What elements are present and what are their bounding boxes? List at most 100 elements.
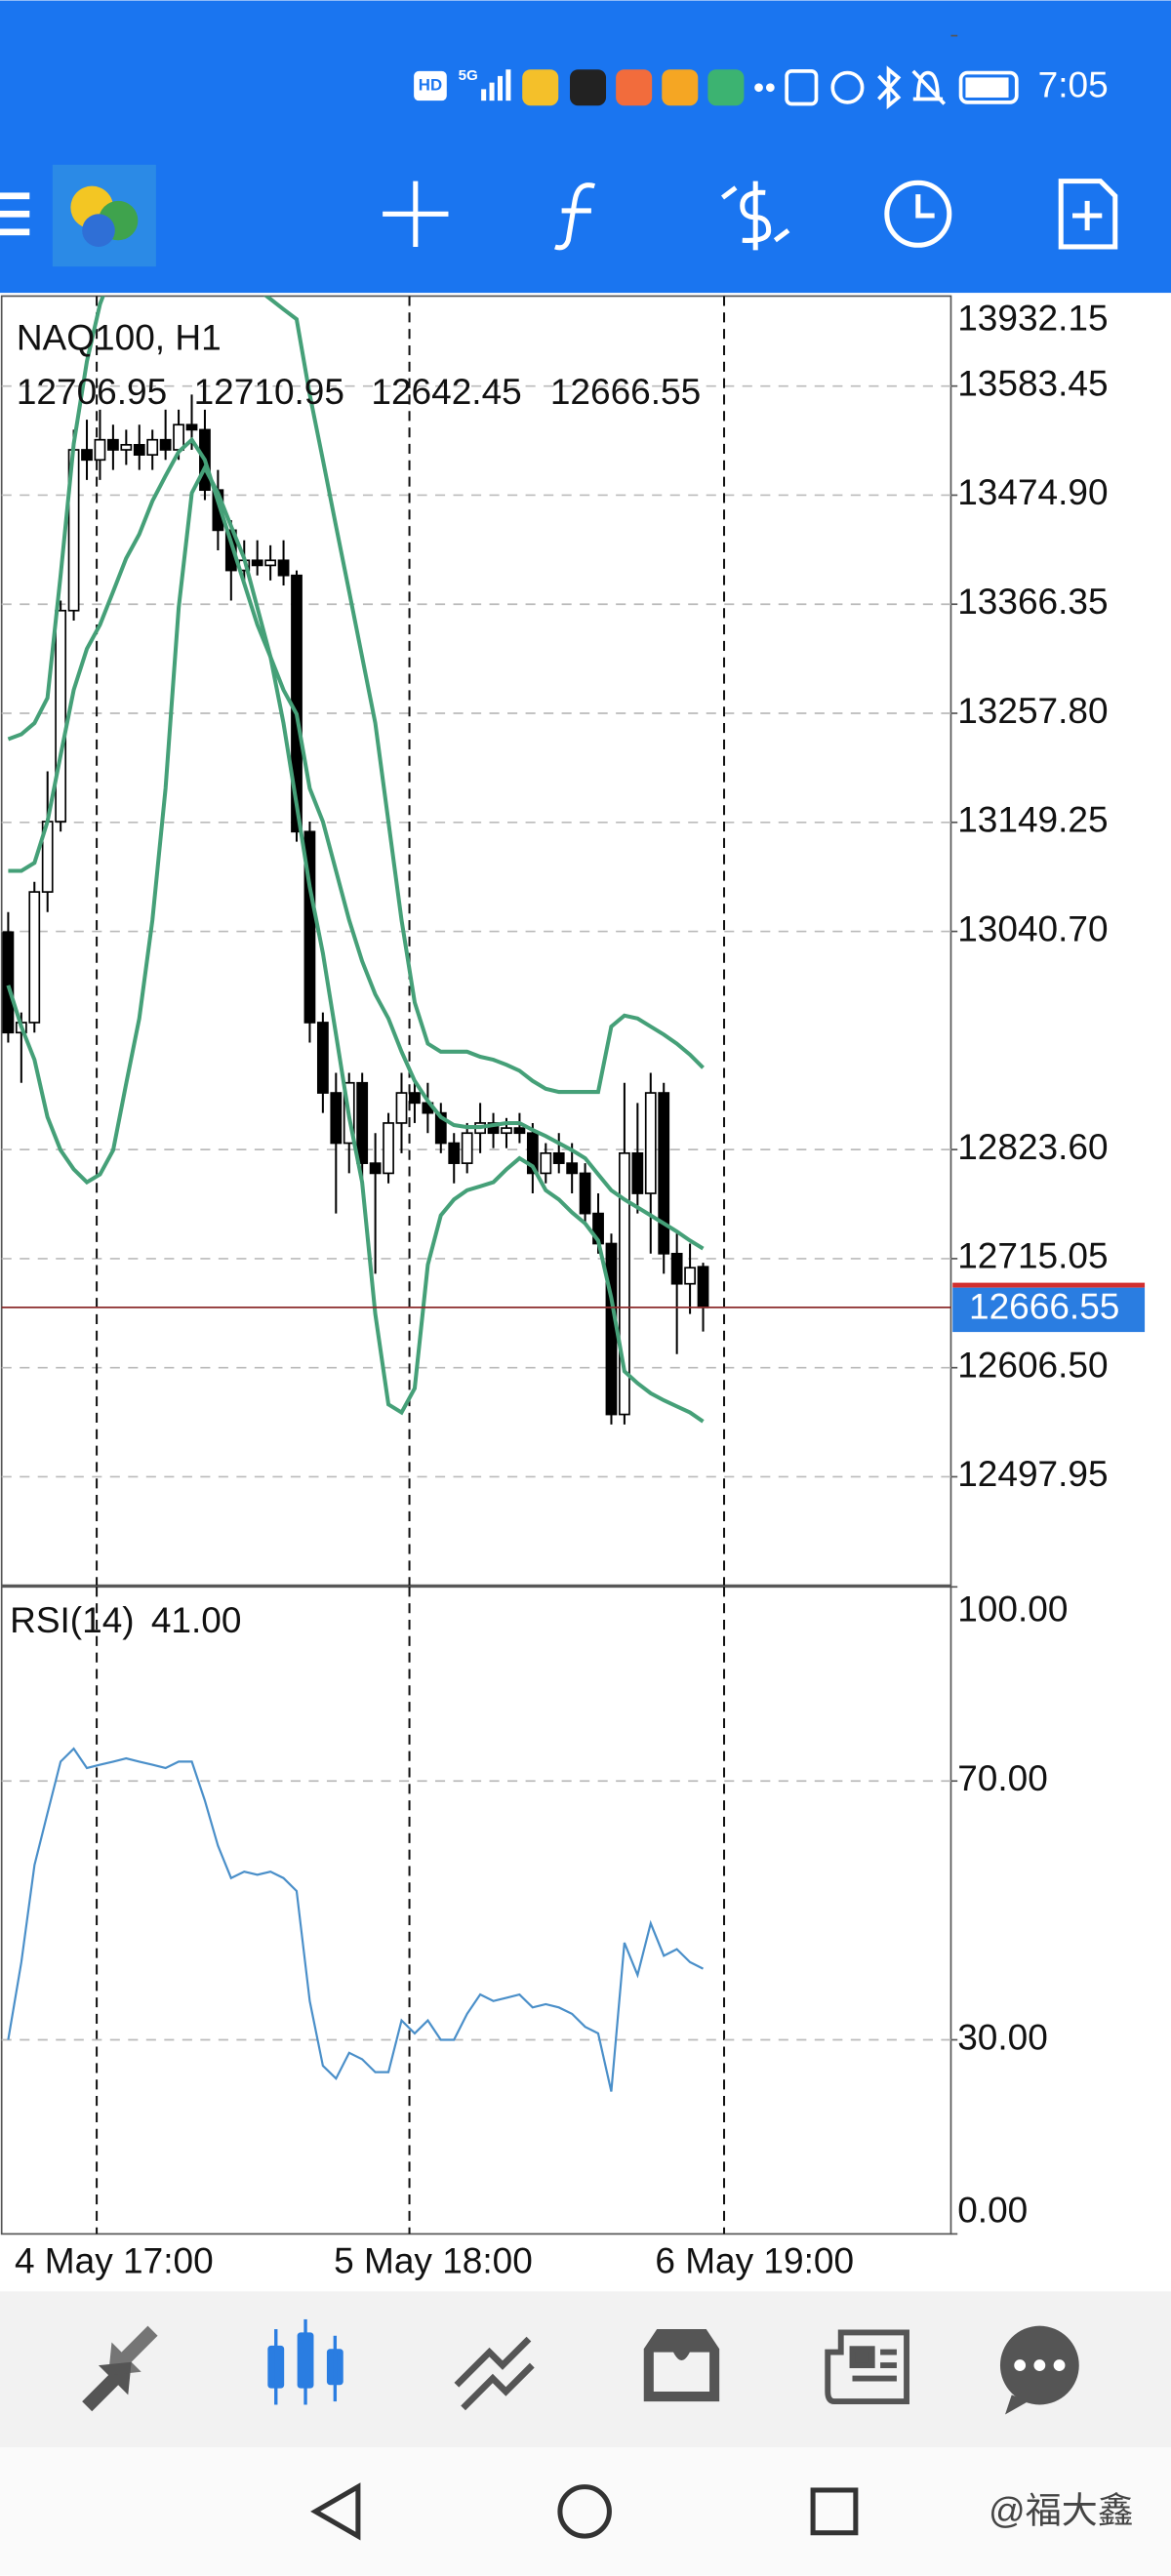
candle-body bbox=[2, 931, 15, 1034]
candle-body bbox=[658, 1092, 670, 1255]
price-chart bbox=[1, 296, 951, 1586]
candle-body bbox=[552, 1151, 565, 1164]
y-tick-label: 100.00 bbox=[957, 1588, 1068, 1629]
candle-body bbox=[356, 1081, 369, 1164]
band-middle bbox=[8, 436, 705, 1251]
candle-body bbox=[526, 1132, 539, 1175]
nav-quotes[interactable] bbox=[82, 2325, 158, 2412]
candle-body bbox=[81, 449, 93, 462]
nav-trade[interactable] bbox=[454, 2336, 535, 2411]
band-upper bbox=[7, 296, 705, 1095]
x-tick-label: 6 May 19:00 bbox=[655, 2240, 854, 2281]
candle-body bbox=[264, 559, 277, 567]
candle-body bbox=[303, 830, 316, 1024]
y-tick-label: 13583.45 bbox=[957, 362, 1108, 403]
nav-chart[interactable] bbox=[267, 2318, 343, 2405]
candle-body bbox=[448, 1142, 461, 1164]
rsi-current: 41.00 bbox=[151, 1599, 242, 1640]
y-tick-label: 70.00 bbox=[957, 1757, 1048, 1798]
candle-body bbox=[434, 1111, 447, 1145]
toolbar bbox=[0, 164, 1118, 267]
nav-history[interactable] bbox=[643, 2329, 720, 2402]
system-icons bbox=[754, 65, 1019, 110]
x-tick-label: 4 May 17:00 bbox=[15, 2240, 214, 2281]
hd-text: HD bbox=[419, 75, 442, 94]
y-tick-label: 0.00 bbox=[957, 2189, 1028, 2230]
recents-button[interactable] bbox=[810, 2487, 859, 2536]
quote-close: 12666.55 bbox=[550, 371, 701, 412]
candle-body bbox=[461, 1132, 473, 1164]
rsi-chart bbox=[1, 1587, 951, 2234]
candle-body bbox=[28, 891, 41, 1024]
candle-body bbox=[409, 1092, 421, 1105]
candle-body bbox=[670, 1252, 683, 1285]
quote-open: 12706.95 bbox=[17, 371, 167, 412]
history-button[interactable] bbox=[884, 180, 952, 248]
candle-body bbox=[251, 559, 263, 567]
app-logo[interactable] bbox=[52, 164, 156, 267]
candle-body bbox=[487, 1122, 500, 1135]
y-tick-label: 12606.50 bbox=[957, 1344, 1108, 1385]
candle-body bbox=[146, 438, 159, 456]
rsi-title: RSI(14) bbox=[10, 1599, 135, 1640]
current-price-label: 12666.55 bbox=[969, 1285, 1119, 1326]
candle-body bbox=[631, 1151, 644, 1194]
home-button[interactable] bbox=[557, 2484, 612, 2539]
candle-body bbox=[383, 1122, 394, 1175]
hd-badge bbox=[414, 70, 447, 101]
current-price-marker bbox=[952, 1282, 1146, 1288]
y-tick-label: 12497.95 bbox=[957, 1453, 1108, 1494]
menu-button[interactable] bbox=[0, 192, 30, 236]
crosshair-button[interactable] bbox=[383, 181, 449, 247]
rsi-line bbox=[7, 1747, 704, 2092]
new-order-button[interactable] bbox=[1058, 179, 1118, 250]
candle-body bbox=[395, 1092, 408, 1124]
candle-body bbox=[540, 1151, 552, 1175]
nav-news[interactable] bbox=[825, 2329, 909, 2405]
nav-chat[interactable] bbox=[999, 2325, 1079, 2415]
app-bar bbox=[0, 0, 1171, 294]
candle-body bbox=[55, 609, 67, 823]
quote-high: 12710.95 bbox=[194, 371, 344, 412]
candle-body bbox=[605, 1242, 618, 1416]
y-tick-label: 13149.25 bbox=[957, 799, 1108, 840]
system-nav bbox=[0, 2447, 1171, 2576]
y-tick-label: 13932.15 bbox=[957, 297, 1108, 338]
signal-icon bbox=[481, 69, 511, 101]
quote-low: 12642.45 bbox=[371, 371, 521, 412]
y-tick-label: 13040.70 bbox=[957, 907, 1108, 948]
candle-body bbox=[185, 423, 198, 431]
candle-body bbox=[684, 1267, 696, 1285]
candle-body bbox=[644, 1092, 657, 1194]
y-tick-label: 13474.90 bbox=[957, 471, 1108, 512]
bottom-nav bbox=[0, 2291, 1171, 2448]
candle-body bbox=[513, 1127, 526, 1135]
axes: 13583.45 13474.90 13366.35 13257.80 13149.25… bbox=[15, 34, 1146, 2281]
price-panel bbox=[0, 295, 952, 1587]
y-tick-label: 13257.80 bbox=[957, 690, 1108, 731]
x-tick-label: 5 May 18:00 bbox=[334, 2240, 533, 2281]
candle-body bbox=[159, 438, 172, 451]
y-tick-label: 13366.35 bbox=[957, 581, 1108, 622]
current-price-box bbox=[952, 1287, 1146, 1333]
back-button[interactable] bbox=[310, 2482, 361, 2541]
app-icons bbox=[522, 69, 745, 106]
indicator-button[interactable] bbox=[554, 182, 595, 251]
y-tick-label: 12823.60 bbox=[957, 1126, 1108, 1167]
band-lower bbox=[6, 463, 705, 1424]
candle-body bbox=[697, 1266, 709, 1308]
candle-body bbox=[316, 1022, 329, 1094]
network-text: 5G bbox=[459, 67, 478, 84]
symbol-title: NAQ100, H1 bbox=[17, 317, 222, 358]
trade-button[interactable] bbox=[721, 181, 790, 251]
candle-body bbox=[330, 1092, 343, 1145]
candle-body bbox=[120, 444, 133, 451]
y-tick-label: 30.00 bbox=[957, 2016, 1048, 2057]
candle-body bbox=[579, 1172, 591, 1215]
status-bar: HD 5G 7:05 bbox=[414, 63, 1109, 110]
y-tick-label: 12715.05 bbox=[957, 1235, 1108, 1276]
rsi-panel bbox=[0, 1586, 952, 2235]
candle-body bbox=[133, 444, 145, 456]
